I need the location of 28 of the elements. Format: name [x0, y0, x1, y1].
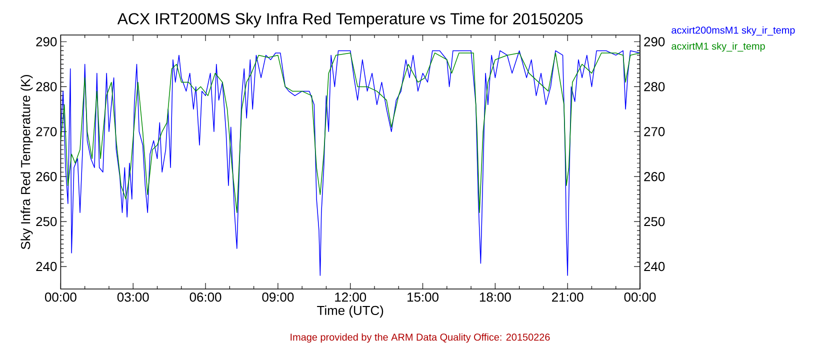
y2-tick-label: 270 — [644, 127, 665, 136]
y-tick-label: 260 — [36, 172, 57, 182]
y-tick-label: 290 — [36, 37, 57, 46]
y-tick-label: 250 — [36, 216, 57, 226]
y-tick-label: 280 — [36, 82, 57, 92]
y2-tick-label: 290 — [644, 37, 665, 46]
y2-tick-label: 260 — [644, 172, 665, 182]
text: acxirtM1 sky_ir_temp — [672, 42, 765, 52]
text: acxirt200msM1 sky_ir_temp — [672, 26, 795, 36]
x-axis-title: Time (UTC) — [317, 306, 384, 318]
text: Image provided by the ARM Data Quality Office: 20150226 — [290, 333, 550, 343]
x-tick-label: 15:00 — [408, 292, 438, 302]
chart-title: ACX IRT200MS Sky Infra Red Temperature vs Time for 20150205 — [117, 12, 583, 28]
y-tick-label: 240 — [36, 262, 57, 272]
x-tick-label: 03:00 — [117, 292, 149, 302]
x-tick-label: 00:00 — [624, 292, 656, 302]
y2-tick-label: 240 — [644, 262, 665, 272]
x-tick-label: 09:00 — [262, 292, 294, 302]
x-tick-label: 06:00 — [190, 292, 222, 302]
x-tick-label: 18:00 — [480, 292, 511, 302]
y2-tick-label: 250 — [644, 216, 665, 226]
x-tick-label: 21:00 — [552, 292, 584, 302]
y-axis-title: Sky Infra Red Temperature (K) — [20, 75, 33, 250]
x-tick-label: 00:00 — [44, 292, 76, 302]
y-tick-label: 270 — [36, 127, 57, 136]
y2-tick-label: 280 — [644, 82, 665, 92]
x-tick-label: 12:00 — [335, 292, 366, 302]
line-series — [60, 52, 640, 213]
